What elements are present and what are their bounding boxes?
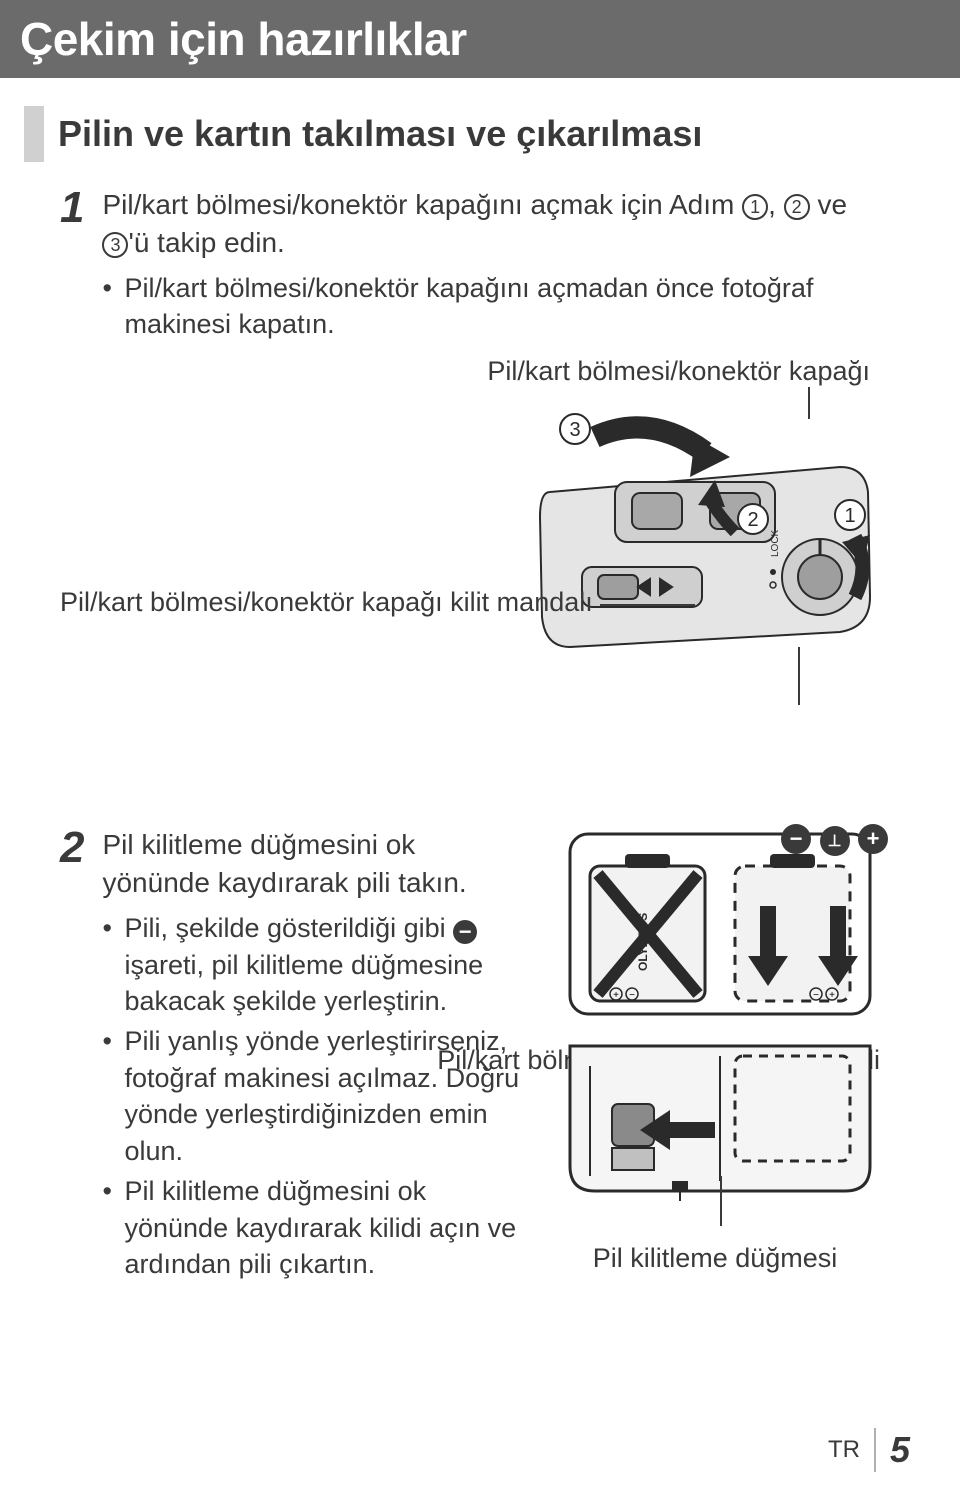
step-2-number: 2 bbox=[60, 826, 84, 870]
cover-lock-leader-line bbox=[798, 647, 800, 705]
svg-text:+: + bbox=[613, 990, 619, 1001]
circle-1-icon: 1 bbox=[742, 194, 768, 220]
polarity-icons: − ⊥ + bbox=[779, 824, 890, 856]
minus-circle-icon: − bbox=[453, 920, 477, 944]
step-2-right: − ⊥ + OLYMPUS + bbox=[520, 826, 910, 1296]
page-title: Çekim için hazırlıklar bbox=[20, 13, 467, 65]
step-1-number: 1 bbox=[60, 186, 84, 230]
step-1-body: Pil/kart bölmesi/konektör kapağını açmak… bbox=[102, 186, 910, 346]
battery-button-label: Pil kilitleme düğmesi bbox=[520, 1243, 910, 1274]
step-2-bullets: Pili, şekilde gösterildiği gibi − işaret… bbox=[102, 910, 520, 1282]
step-1-text-c: ve bbox=[810, 189, 847, 220]
step-1: 1 Pil/kart bölmesi/konektör kapağını açm… bbox=[60, 186, 910, 346]
svg-text:+: + bbox=[829, 990, 835, 1001]
footer-lang: TR bbox=[828, 1436, 860, 1464]
diagram-1-area: 3 LOCK bbox=[60, 397, 910, 717]
cover-label: Pil/kart bölmesi/konektör kapağı bbox=[60, 356, 910, 387]
step-2: 2 Pil kilitleme düğmesini ok yönünde kay… bbox=[60, 826, 520, 1286]
page-title-bar: Çekim için hazırlıklar bbox=[0, 0, 960, 78]
svg-text:2: 2 bbox=[747, 509, 758, 531]
battery-insert-diagram: OLYMPUS + − − + bbox=[520, 826, 900, 1226]
svg-text:LOCK: LOCK bbox=[770, 530, 781, 558]
step-1-text-b: , bbox=[768, 189, 784, 220]
step-2-bullet-2: Pil kilitleme düğmesini ok yönünde kaydı… bbox=[102, 1173, 520, 1282]
content-area: 1 Pil/kart bölmesi/konektör kapağını açm… bbox=[0, 162, 960, 1296]
subtitle-row: Pilin ve kartın takılması ve çıkarılması bbox=[24, 106, 960, 162]
step-2-bullet-1: Pili yanlış yönde yerleştirirseniz, foto… bbox=[102, 1023, 520, 1169]
svg-text:3: 3 bbox=[569, 419, 580, 441]
battery-button-leader-line bbox=[720, 1176, 722, 1226]
terminal-icon: ⊥ bbox=[820, 826, 850, 856]
step-2-bullet-0: Pili, şekilde gösterildiği gibi − işaret… bbox=[102, 910, 520, 1019]
minus-icon: − bbox=[781, 824, 811, 854]
footer-page-number: 5 bbox=[890, 1429, 910, 1471]
plus-icon: + bbox=[858, 824, 888, 854]
footer-divider bbox=[874, 1428, 876, 1472]
lock-latch-leader-line bbox=[600, 604, 695, 606]
camera-bottom-diagram: 3 LOCK bbox=[520, 397, 880, 667]
circle-2-icon: 2 bbox=[784, 194, 810, 220]
step-1-bullet-0: Pil/kart bölmesi/konektör kapağını açmad… bbox=[102, 270, 910, 343]
page-footer: TR 5 bbox=[828, 1428, 910, 1472]
svg-text:−: − bbox=[813, 990, 819, 1001]
subtitle-tab bbox=[24, 106, 44, 162]
step-1-text-d: 'ü takip edin. bbox=[128, 227, 284, 258]
svg-text:1: 1 bbox=[844, 505, 855, 527]
step-2-left: 2 Pil kilitleme düğmesini ok yönünde kay… bbox=[60, 826, 520, 1296]
lock-latch-label: Pil/kart bölmesi/konektör kapağı kilit m… bbox=[60, 587, 593, 618]
step-1-text-a: Pil/kart bölmesi/konektör kapağını açmak… bbox=[102, 189, 742, 220]
circle-3-icon: 3 bbox=[102, 232, 128, 258]
step-2-body: Pil kilitleme düğmesini ok yönünde kaydı… bbox=[102, 826, 520, 1286]
step-2-section: 2 Pil kilitleme düğmesini ok yönünde kay… bbox=[60, 826, 910, 1296]
step-1-bullets: Pil/kart bölmesi/konektör kapağını açmad… bbox=[102, 270, 910, 343]
step-2-text: Pil kilitleme düğmesini ok yönünde kaydı… bbox=[102, 829, 466, 898]
svg-text:−: − bbox=[629, 990, 635, 1001]
subtitle-text: Pilin ve kartın takılması ve çıkarılması bbox=[44, 113, 702, 155]
